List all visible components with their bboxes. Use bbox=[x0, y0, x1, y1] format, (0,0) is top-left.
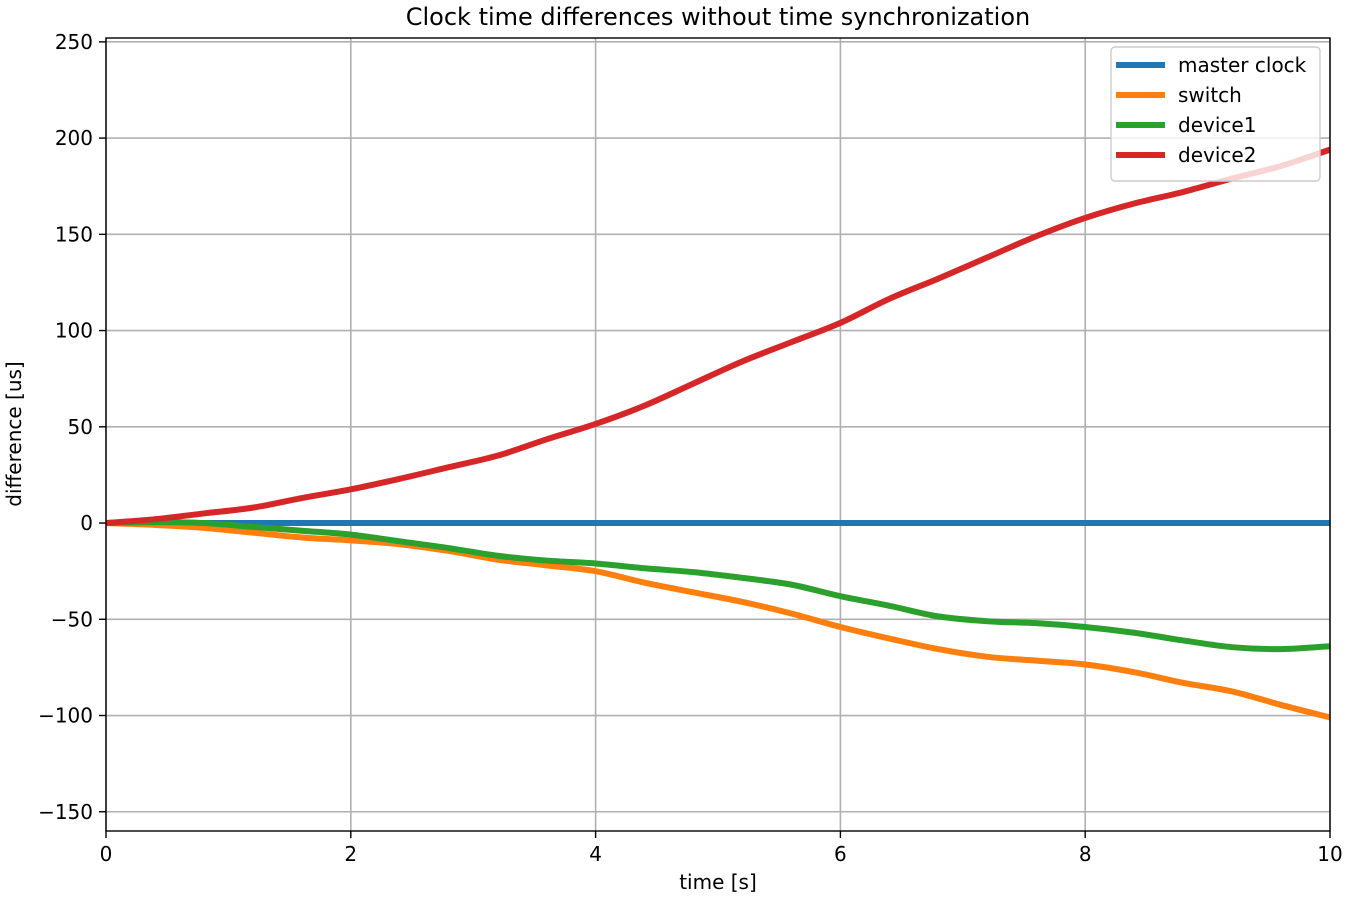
data-series bbox=[105, 146, 1331, 721]
plot-area-frame bbox=[105, 37, 1331, 832]
x-tick-label: 0 bbox=[100, 842, 113, 866]
legend-label-device1: device1 bbox=[1178, 113, 1256, 137]
legend-label-device2: device2 bbox=[1178, 143, 1256, 167]
y-tick-label: −150 bbox=[38, 800, 93, 824]
x-tick-label: 2 bbox=[344, 842, 357, 866]
x-tick-label: 4 bbox=[589, 842, 602, 866]
x-tick-label: 10 bbox=[1317, 842, 1342, 866]
series-line-device1 bbox=[105, 519, 1331, 653]
y-tick-label: −100 bbox=[38, 704, 93, 728]
y-tick-label: 100 bbox=[55, 319, 93, 343]
series-line-switch bbox=[105, 520, 1331, 721]
legend-label-switch: switch bbox=[1178, 83, 1242, 107]
y-tick-label: 250 bbox=[55, 30, 93, 54]
series-line-device2 bbox=[105, 146, 1331, 527]
axis-ticks: 0 2 4 6 8 10 −150 −100 −50 0 50 100 150 200 250 bbox=[38, 30, 1343, 866]
y-tick-label: −50 bbox=[51, 607, 93, 631]
y-tick-label: 0 bbox=[80, 511, 93, 535]
y-tick-label: 50 bbox=[68, 415, 93, 439]
y-tick-label: 150 bbox=[55, 222, 93, 246]
x-axis-label: time [s] bbox=[679, 870, 757, 894]
x-tick-label: 8 bbox=[1079, 842, 1092, 866]
legend: master clock switch device1 device2 bbox=[1110, 46, 1321, 182]
legend-label-master-clock: master clock bbox=[1178, 53, 1307, 77]
chart-title: Clock time differences without time sync… bbox=[406, 3, 1031, 31]
y-axis-label: difference [us] bbox=[2, 361, 26, 506]
legend-box bbox=[1110, 46, 1321, 182]
y-tick-label: 200 bbox=[55, 126, 93, 150]
x-tick-label: 6 bbox=[834, 842, 847, 866]
